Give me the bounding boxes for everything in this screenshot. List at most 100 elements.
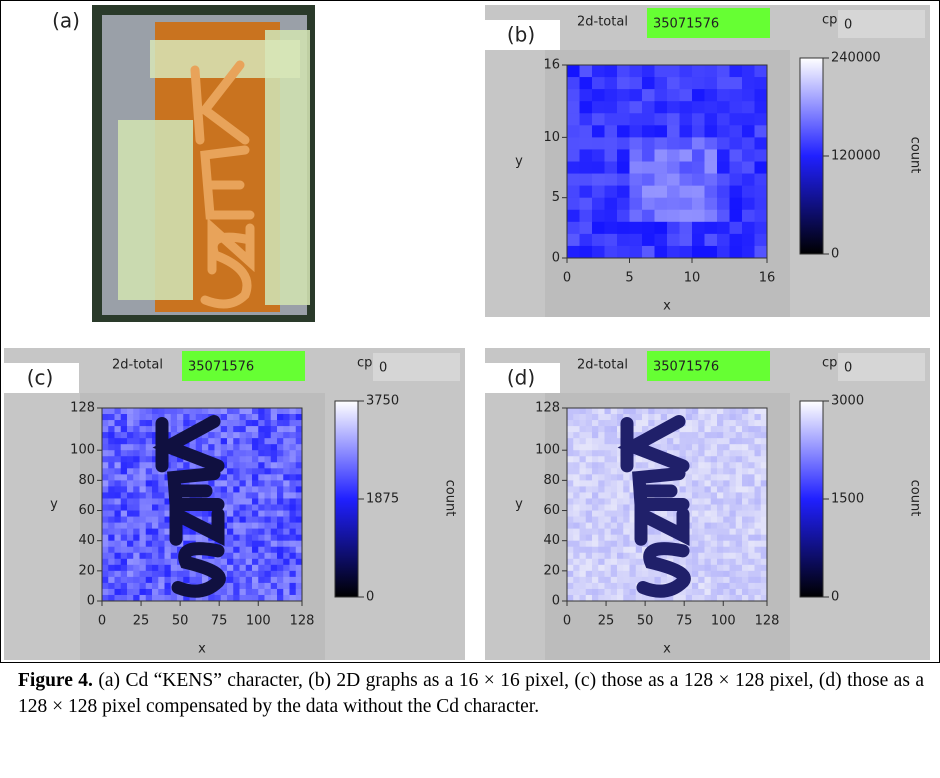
image-cell — [605, 149, 618, 161]
image-cell — [630, 583, 637, 589]
image-cell — [630, 77, 643, 89]
image-cell — [586, 547, 593, 553]
image-cell — [102, 480, 109, 486]
image-cell — [592, 246, 605, 258]
image-cell — [667, 125, 680, 137]
image-cell — [698, 486, 705, 492]
image-cell — [567, 577, 574, 583]
image-cell — [586, 414, 593, 420]
colorbar-tick-label: 1500 — [831, 492, 864, 507]
image-cell — [271, 583, 278, 589]
image-cell — [755, 486, 762, 492]
image-cell — [730, 595, 737, 601]
image-cell — [623, 547, 630, 553]
image-cell — [580, 535, 587, 541]
image-cell — [227, 577, 234, 583]
image-cell — [692, 541, 699, 547]
image-cell — [667, 65, 680, 77]
image-cell — [692, 523, 699, 529]
image-cell — [617, 89, 630, 101]
image-cell — [617, 541, 624, 547]
image-cell — [692, 426, 699, 432]
image-cell — [240, 565, 247, 571]
image-cell — [755, 234, 768, 246]
y-tick-label: 128 — [535, 401, 560, 416]
image-cell — [586, 559, 593, 565]
image-cell — [246, 498, 253, 504]
image-cell — [686, 450, 693, 456]
image-cell — [240, 559, 247, 565]
image-cell — [246, 553, 253, 559]
image-cell — [227, 414, 234, 420]
image-cell — [598, 583, 605, 589]
image-cell — [717, 571, 724, 577]
image-cell — [246, 492, 253, 498]
image-cell — [692, 486, 699, 492]
image-cell — [171, 426, 178, 432]
image-cell — [115, 577, 122, 583]
image-cell — [290, 517, 297, 523]
image-cell — [567, 174, 580, 186]
image-cell — [246, 547, 253, 553]
image-cell — [146, 529, 153, 535]
image-cell — [240, 420, 247, 426]
image-cell — [146, 438, 153, 444]
image-cell — [252, 444, 259, 450]
image-cell — [598, 529, 605, 535]
image-cell — [115, 529, 122, 535]
image-cell — [246, 414, 253, 420]
y-tick-label: 5 — [552, 190, 560, 205]
image-cell — [705, 125, 718, 137]
image-cell — [283, 480, 290, 486]
image-cell — [121, 468, 128, 474]
image-cell — [158, 529, 165, 535]
image-cell — [705, 414, 712, 420]
image-cell — [567, 186, 580, 198]
image-cell — [623, 559, 630, 565]
image-cell — [246, 559, 253, 565]
image-cell — [680, 77, 693, 89]
image-cell — [121, 511, 128, 517]
cps-value: 0 — [844, 18, 852, 33]
image-cell — [202, 438, 209, 444]
image-cell — [127, 511, 134, 517]
image-cell — [567, 535, 574, 541]
image-cell — [296, 444, 303, 450]
image-cell — [667, 174, 680, 186]
image-cell — [755, 547, 762, 553]
image-cell — [283, 511, 290, 517]
image-cell — [611, 492, 618, 498]
image-cell — [573, 492, 580, 498]
image-cell — [108, 456, 115, 462]
image-cell — [748, 408, 755, 414]
image-cell — [605, 444, 612, 450]
image-cell — [630, 113, 643, 125]
image-cell — [667, 113, 680, 125]
image-cell — [655, 535, 662, 541]
image-cell — [611, 432, 618, 438]
image-cell — [146, 408, 153, 414]
image-cell — [271, 432, 278, 438]
image-cell — [102, 492, 109, 498]
image-cell — [617, 246, 630, 258]
image-cell — [227, 408, 234, 414]
image-cell — [655, 137, 668, 149]
image-cell — [717, 77, 730, 89]
image-cell — [177, 420, 184, 426]
image-cell — [146, 595, 153, 601]
image-cell — [246, 595, 253, 601]
image-cell — [623, 408, 630, 414]
colorbar-tick-label: 3750 — [366, 394, 399, 409]
image-cell — [630, 246, 643, 258]
image-cell — [165, 583, 172, 589]
image-cell — [580, 125, 593, 137]
image-cell — [611, 414, 618, 420]
image-cell — [277, 541, 284, 547]
image-cell — [573, 426, 580, 432]
image-cell — [240, 408, 247, 414]
image-cell — [723, 589, 730, 595]
image-cell — [121, 498, 128, 504]
image-cell — [265, 547, 272, 553]
image-cell — [140, 408, 147, 414]
image-cell — [698, 517, 705, 523]
